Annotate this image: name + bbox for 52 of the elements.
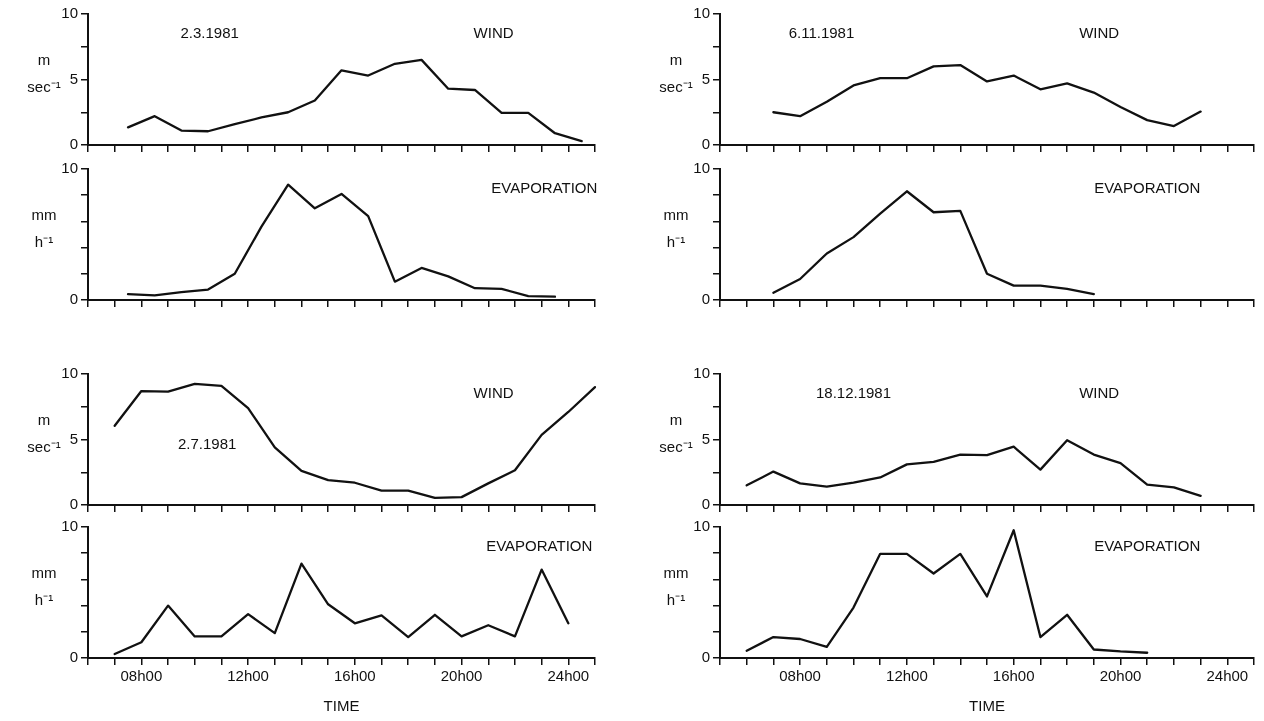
x-tick-label: 24h00 bbox=[547, 667, 590, 685]
y-tick-label: 10 bbox=[693, 159, 710, 177]
y-tick-label: 0 bbox=[69, 648, 78, 666]
y-tick-label: 0 bbox=[69, 290, 78, 308]
y-axis-title: m sec⁻¹ bbox=[659, 411, 693, 455]
x-tick-label: 08h00 bbox=[779, 667, 821, 685]
text: WIND bbox=[1079, 23, 1120, 41]
y-tick-label: 0 bbox=[69, 135, 78, 153]
y-axis-title: m sec⁻¹ bbox=[27, 51, 61, 95]
y-tick-label: 10 bbox=[61, 517, 78, 535]
y-tick-label: 5 bbox=[69, 429, 78, 447]
y-tick-label: 10 bbox=[693, 4, 710, 22]
y-axis-title: m sec⁻¹ bbox=[659, 51, 693, 95]
annotation: 18.12.1981 bbox=[815, 383, 892, 401]
y-tick-label: 10 bbox=[61, 364, 78, 382]
annotation: 6.11.1981 bbox=[788, 23, 855, 41]
x-tick-label: 12h00 bbox=[886, 667, 928, 685]
annotation: 2.3.1981 bbox=[180, 23, 239, 41]
x-tick-label: 08h00 bbox=[120, 667, 163, 685]
y-axis-title: mm h⁻¹ bbox=[663, 206, 689, 250]
y-tick-label: 10 bbox=[61, 4, 78, 22]
x-tick-label: 16h00 bbox=[992, 667, 1035, 685]
y-tick-label: 10 bbox=[693, 517, 710, 535]
text: EVAPORATION bbox=[486, 536, 593, 554]
x-tick-label: 24h00 bbox=[1206, 667, 1249, 685]
x-axis-title: TIME bbox=[323, 697, 360, 715]
x-axis-title: TIME bbox=[969, 697, 1005, 715]
text: EVAPORATION bbox=[1094, 178, 1201, 196]
y-tick-label: 0 bbox=[69, 495, 78, 513]
text: EVAPORATION bbox=[1094, 536, 1201, 554]
y-axis-title: m sec⁻¹ bbox=[27, 411, 61, 455]
y-tick-label: 0 bbox=[701, 495, 710, 513]
y-tick-label: 5 bbox=[69, 69, 78, 87]
y-tick-label: 0 bbox=[701, 135, 710, 153]
y-axis-title: mm h⁻¹ bbox=[31, 206, 57, 250]
annotation: 2.7.1981 bbox=[177, 434, 237, 452]
text: WIND bbox=[473, 23, 514, 41]
x-tick-label: 12h00 bbox=[227, 667, 269, 685]
y-tick-label: 0 bbox=[701, 290, 710, 308]
text: EVAPORATION bbox=[491, 178, 598, 196]
y-axis-title: mm h⁻¹ bbox=[663, 564, 689, 608]
x-tick-label: 20h00 bbox=[440, 667, 483, 685]
y-tick-label: 10 bbox=[61, 159, 78, 177]
y-tick-label: 10 bbox=[693, 364, 710, 382]
x-tick-label: 16h00 bbox=[333, 667, 376, 685]
text: WIND bbox=[473, 383, 514, 401]
y-tick-label: 0 bbox=[701, 648, 710, 666]
x-tick-label: 20h00 bbox=[1099, 667, 1142, 685]
y-tick-label: 5 bbox=[701, 429, 710, 447]
text: WIND bbox=[1079, 383, 1120, 401]
y-tick-label: 5 bbox=[701, 69, 710, 87]
y-axis-title: mm h⁻¹ bbox=[31, 564, 57, 608]
